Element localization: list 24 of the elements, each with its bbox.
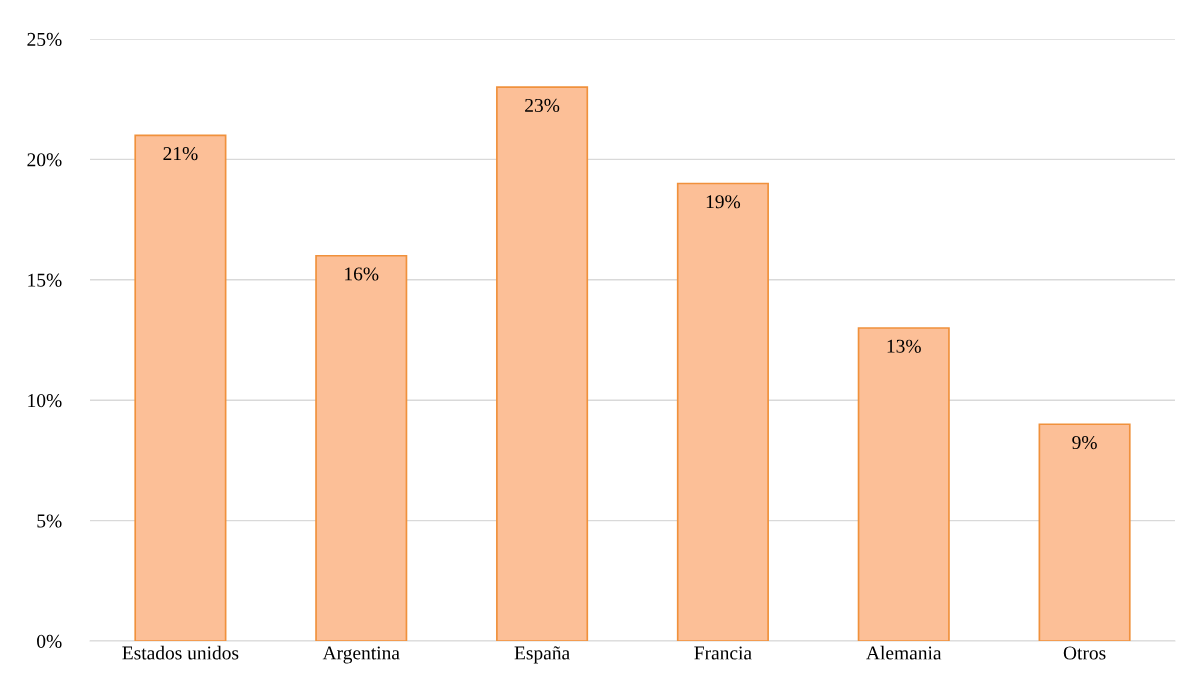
data-label: 19% xyxy=(706,195,741,209)
y-tick-label: 20% xyxy=(27,153,62,167)
y-tick-label: 25% xyxy=(27,32,62,46)
data-label: 16% xyxy=(345,267,379,281)
x-tick-label: Argentina xyxy=(322,646,400,664)
data-label: 21% xyxy=(163,146,198,161)
bar xyxy=(1038,423,1131,641)
data-label: 9% xyxy=(1072,435,1097,450)
bar xyxy=(857,327,950,641)
data-label: 23% xyxy=(525,98,560,113)
x-tick-label: Francia xyxy=(694,646,752,660)
y-tick-label: 10% xyxy=(28,394,62,408)
y-tick-label: 15% xyxy=(28,273,62,287)
x-tick-label: Otros xyxy=(1063,646,1106,660)
bar xyxy=(134,134,227,641)
x-tick-label: Estados unidos xyxy=(122,645,239,660)
x-tick-label: España xyxy=(514,646,570,664)
data-label: 13% xyxy=(887,339,921,353)
y-tick-label: 0% xyxy=(37,634,62,648)
y-tick-label: 5% xyxy=(37,514,62,528)
bar xyxy=(496,86,589,641)
bar xyxy=(676,182,769,641)
bar xyxy=(315,254,408,641)
x-tick-label: Alemania xyxy=(866,645,942,660)
